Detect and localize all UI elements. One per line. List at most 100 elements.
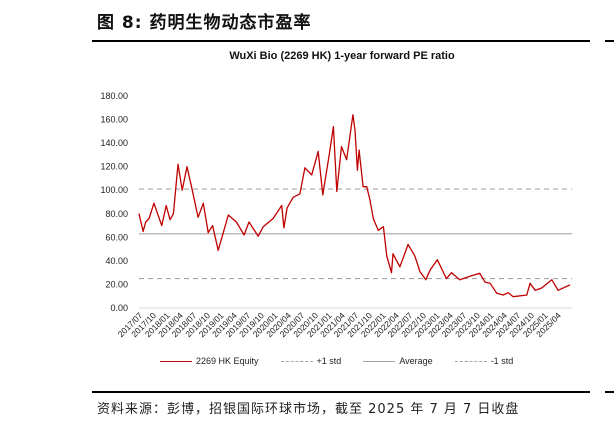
data-point — [469, 275, 471, 277]
data-point — [349, 136, 351, 138]
data-point — [496, 292, 498, 294]
legend-item-equity: 2269 HK Equity — [160, 356, 259, 366]
y-tick-label: 120.00 — [100, 162, 128, 172]
data-point — [366, 186, 368, 188]
data-point — [272, 217, 274, 219]
data-point — [391, 272, 393, 274]
data-point — [354, 129, 356, 131]
data-point — [362, 186, 364, 188]
data-point — [534, 289, 536, 291]
data-point — [217, 249, 219, 251]
data-point — [429, 269, 431, 271]
data-point — [181, 189, 183, 191]
data-point — [484, 281, 486, 283]
legend-label-average: Average — [399, 356, 433, 366]
data-point — [407, 243, 409, 245]
data-point — [489, 282, 491, 284]
data-point — [138, 213, 140, 215]
data-point — [356, 169, 358, 171]
data-point — [148, 217, 150, 219]
data-point — [197, 216, 199, 218]
data-point — [557, 289, 559, 291]
data-point — [169, 219, 171, 221]
data-point — [358, 149, 360, 151]
data-point — [436, 259, 438, 261]
data-point — [479, 272, 481, 274]
data-point — [399, 266, 401, 268]
y-tick-label: 20.00 — [105, 279, 128, 289]
data-point — [145, 221, 147, 223]
data-point — [372, 217, 374, 219]
data-point — [322, 194, 324, 196]
y-tick-label: 180.00 — [100, 91, 128, 101]
data-point — [332, 126, 334, 128]
data-point — [186, 166, 188, 168]
legend-swatch-plus-std — [280, 360, 313, 362]
data-point — [392, 253, 394, 255]
data-point — [207, 232, 209, 234]
bottom-rule-right — [605, 391, 614, 393]
legend-swatch-average — [363, 360, 396, 362]
data-point — [569, 284, 571, 286]
data-point — [451, 272, 453, 274]
top-rule — [92, 40, 590, 42]
data-point — [414, 255, 416, 257]
data-point — [507, 292, 509, 294]
data-point — [317, 150, 319, 152]
data-point — [190, 186, 192, 188]
data-point — [142, 230, 144, 232]
legend-label-equity: 2269 HK Equity — [196, 356, 259, 366]
data-point — [541, 287, 543, 289]
y-tick-label: 0.00 — [110, 303, 128, 313]
bottom-rule — [92, 391, 590, 393]
data-point — [336, 190, 338, 192]
data-point — [262, 226, 264, 228]
data-point — [346, 159, 348, 161]
chart-title: WuXi Bio (2269 HK) 1-year forward PE rat… — [229, 50, 455, 62]
data-point — [304, 167, 306, 169]
data-point — [161, 225, 163, 227]
data-point — [551, 279, 553, 281]
data-point — [283, 227, 285, 229]
data-point — [292, 196, 294, 198]
data-point — [248, 221, 250, 223]
source-note: 资料来源：彭博，招银国际环球市场，截至 2025 年 7 月 7 日收盘 — [97, 402, 520, 417]
data-point — [459, 279, 461, 281]
y-tick-label: 160.00 — [100, 115, 128, 125]
top-rule-right — [605, 40, 614, 42]
y-tick-label: 80.00 — [105, 209, 128, 219]
data-point — [386, 255, 388, 257]
data-point — [369, 199, 371, 201]
data-point — [299, 193, 301, 195]
data-point — [512, 296, 514, 298]
data-point — [377, 229, 379, 231]
figure-title: 图 8: 药明生物动态市盈率 — [97, 13, 312, 33]
data-point — [153, 202, 155, 204]
data-point — [445, 278, 447, 280]
legend-swatch-minus-std — [454, 360, 487, 362]
legend-item-average: Average — [363, 356, 433, 366]
y-tick-label: 60.00 — [105, 232, 128, 242]
data-point — [165, 205, 167, 207]
data-point — [286, 207, 288, 209]
legend-label-minus-std: -1 std — [490, 356, 514, 366]
data-point — [212, 225, 214, 227]
data-point — [526, 294, 528, 296]
data-point — [502, 294, 504, 296]
data-point — [227, 214, 229, 216]
y-tick-label: 40.00 — [105, 256, 128, 266]
data-point — [341, 146, 343, 148]
legend-swatch-equity — [160, 360, 192, 362]
data-point — [382, 226, 384, 228]
legend: 2269 HK Equity +1 std Average -1 std — [160, 356, 535, 366]
data-point — [172, 213, 174, 215]
data-point — [281, 205, 283, 207]
data-point — [311, 174, 313, 176]
data-point — [202, 202, 204, 204]
pe-chart: 0.00 20.00 40.00 60.00 80.00 100.00 120.00 140.… — [100, 91, 572, 339]
data-point — [243, 234, 245, 236]
y-tick-label: 140.00 — [100, 138, 128, 148]
data-point — [419, 270, 421, 272]
legend-item-minus-std: -1 std — [454, 356, 514, 366]
data-point — [257, 235, 259, 237]
